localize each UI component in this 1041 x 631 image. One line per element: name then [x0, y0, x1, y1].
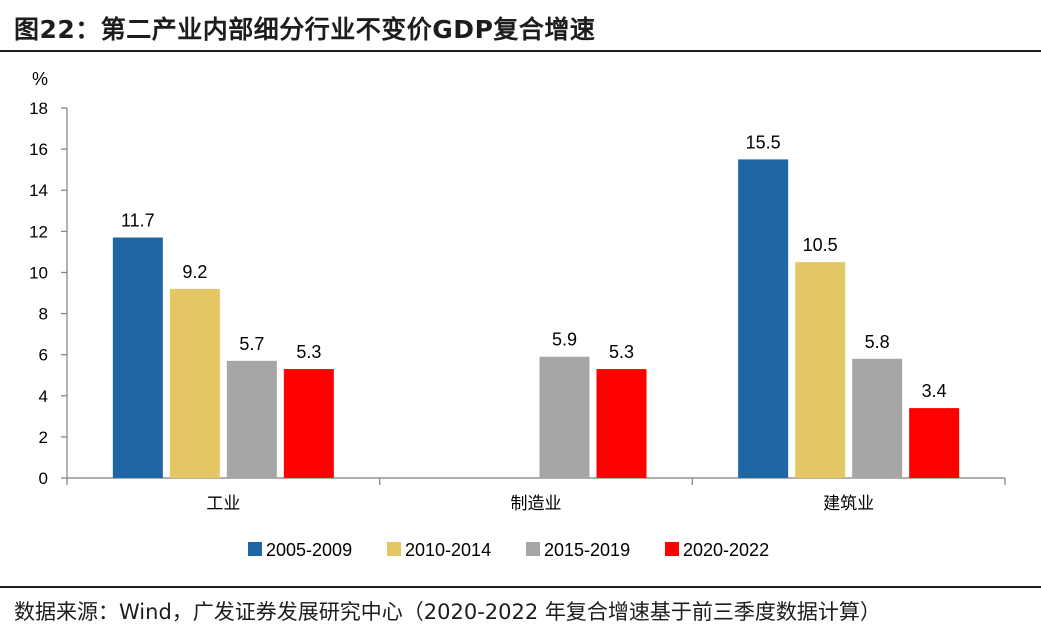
bar [283, 369, 334, 478]
bar-chart: 0 2 4 6 8 10 12 14 16 18% 工业 制造业 建筑业 11.7 9.2 5.7 5.3 5.… [29, 69, 1006, 560]
y-tick-label: 2 [39, 428, 48, 447]
bar [795, 262, 846, 478]
chart-legend: 2005-2009 2010-2014 2015-2019 2020-2022 [248, 540, 769, 560]
legend-label: 2020-2022 [683, 540, 769, 560]
bar [738, 159, 789, 478]
y-tick-label: 10 [29, 263, 48, 282]
legend-label: 2015-2019 [544, 540, 630, 560]
bar-value-label: 9.2 [182, 262, 207, 282]
y-tick-label: 14 [29, 181, 48, 200]
bar [539, 356, 590, 478]
x-category-label: 工业 [206, 494, 240, 514]
bar-value-label: 5.3 [296, 342, 321, 362]
bar-value-label: 11.7 [121, 211, 155, 231]
legend-label: 2005-2009 [266, 540, 352, 560]
legend-label: 2010-2014 [405, 540, 491, 560]
bar-value-label: 15.5 [746, 132, 781, 152]
y-tick-label: 16 [29, 140, 48, 159]
legend-swatch [248, 542, 262, 556]
bar [226, 360, 277, 478]
bar [852, 358, 903, 478]
bar-value-label: 5.9 [552, 330, 577, 350]
x-category-label: 建筑业 [823, 494, 874, 514]
bar [909, 408, 960, 478]
y-tick-label: 0 [39, 469, 48, 488]
bar-value-label: 5.8 [865, 332, 890, 352]
bar-value-label: 10.5 [803, 235, 838, 255]
bar-value-label: 5.7 [239, 334, 264, 354]
bar-value-label: 5.3 [609, 342, 634, 362]
bar [112, 237, 163, 478]
bar [169, 288, 220, 478]
chart-bars [112, 159, 960, 478]
y-tick-label: 12 [29, 222, 48, 241]
x-category-label: 制造业 [511, 494, 562, 514]
legend-swatch [387, 542, 401, 556]
legend-swatch [526, 542, 540, 556]
title-rule [0, 50, 1041, 52]
bar [596, 369, 647, 478]
y-tick-label: 6 [39, 346, 48, 365]
legend-swatch [665, 542, 679, 556]
source-note: 数据来源：Wind，广发证券发展研究中心（2020-2022 年复合增速基于前三… [14, 600, 881, 624]
y-tick-label: 4 [39, 387, 48, 406]
bar-value-label: 3.4 [922, 381, 947, 401]
y-tick-label: 18 [29, 99, 48, 118]
source-rule [0, 586, 1041, 588]
y-tick-label: 8 [39, 305, 48, 324]
figure-title: 图22：第二产业内部细分行业不变价GDP复合增速 [14, 15, 596, 44]
y-axis-unit: % [32, 69, 48, 89]
chart-axes: 0 2 4 6 8 10 12 14 16 18% 工业 制造业 建筑业 [29, 69, 1006, 514]
chart-data-labels: 11.7 9.2 5.7 5.3 5.9 5.3 15.5 10.5 5.8 3.4 [121, 132, 947, 401]
